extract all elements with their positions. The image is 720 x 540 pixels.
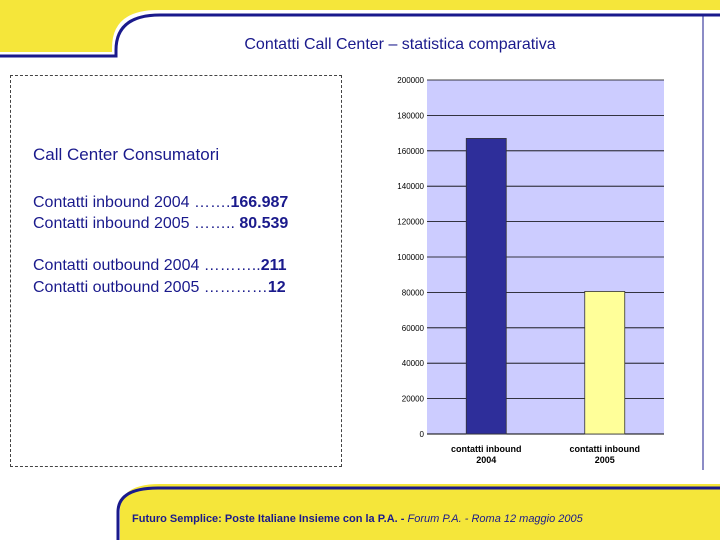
y-tick-label: 40000 [402,359,425,368]
y-tick-label: 200000 [397,76,424,85]
x-tick-label: contatti inbound [570,444,640,454]
inbound-2005-label: Contatti inbound 2005 …….. [33,215,240,232]
bar [584,291,626,435]
inbound-2005-value: 80.539 [239,215,289,232]
y-tick-label: 80000 [402,288,425,297]
x-tick-label: 2005 [595,455,615,465]
bottom-yellow-band [0,484,720,540]
y-tick-label: 20000 [402,395,425,404]
footer: Futuro Semplice: Poste Italiane Insieme … [132,513,583,525]
x-tick-label: contatti inbound [451,444,521,454]
inbound-2005-line: Contatti inbound 2005 …….. 80.539 [33,215,288,233]
stats-textbox: Call Center Consumatori Contatti inbound… [10,75,342,467]
x-tick-label: 2004 [476,455,496,465]
slide-title: Contatti Call Center – statistica compar… [244,36,556,53]
inbound-2004-line: Contatti inbound 2004 …….166.987 [33,194,288,212]
footer-text: Futuro Semplice: Poste Italiane Insieme … [132,513,408,525]
outbound-2004-line: Contatti outbound 2004 ………..211 [33,257,287,275]
bottom-blue-frame-line [116,486,720,540]
y-tick-label: 0 [420,430,425,439]
textbox-heading: Call Center Consumatori [33,145,220,164]
top-blue-frame-line [0,13,720,58]
y-tick-label: 140000 [397,182,424,191]
bar-chart: 0 20000 40000 60000 80000 100000 120000 140000 1… [397,76,664,465]
top-yellow-band [0,0,720,52]
bar [465,138,507,435]
y-tick-label: 60000 [402,324,425,333]
inbound-2004-label: Contatti inbound 2004 ……. [33,194,231,211]
outbound-2004-value: 211 [260,257,287,274]
outbound-2004-label: Contatti outbound 2004 ……….. [33,257,261,274]
y-tick-label: 100000 [397,253,424,262]
outbound-2005-line: Contatti outbound 2005 …………12 [33,279,286,297]
outbound-2005-value: 12 [267,279,286,296]
inbound-2004-value: 166.987 [230,194,289,211]
y-tick-label: 160000 [397,147,424,156]
y-tick-label: 120000 [397,218,424,227]
footer-italic: Forum P.A. - Roma 12 maggio 2005 [407,513,583,525]
outbound-2005-label: Contatti outbound 2005 ………… [33,279,268,296]
y-tick-label: 180000 [397,111,424,120]
